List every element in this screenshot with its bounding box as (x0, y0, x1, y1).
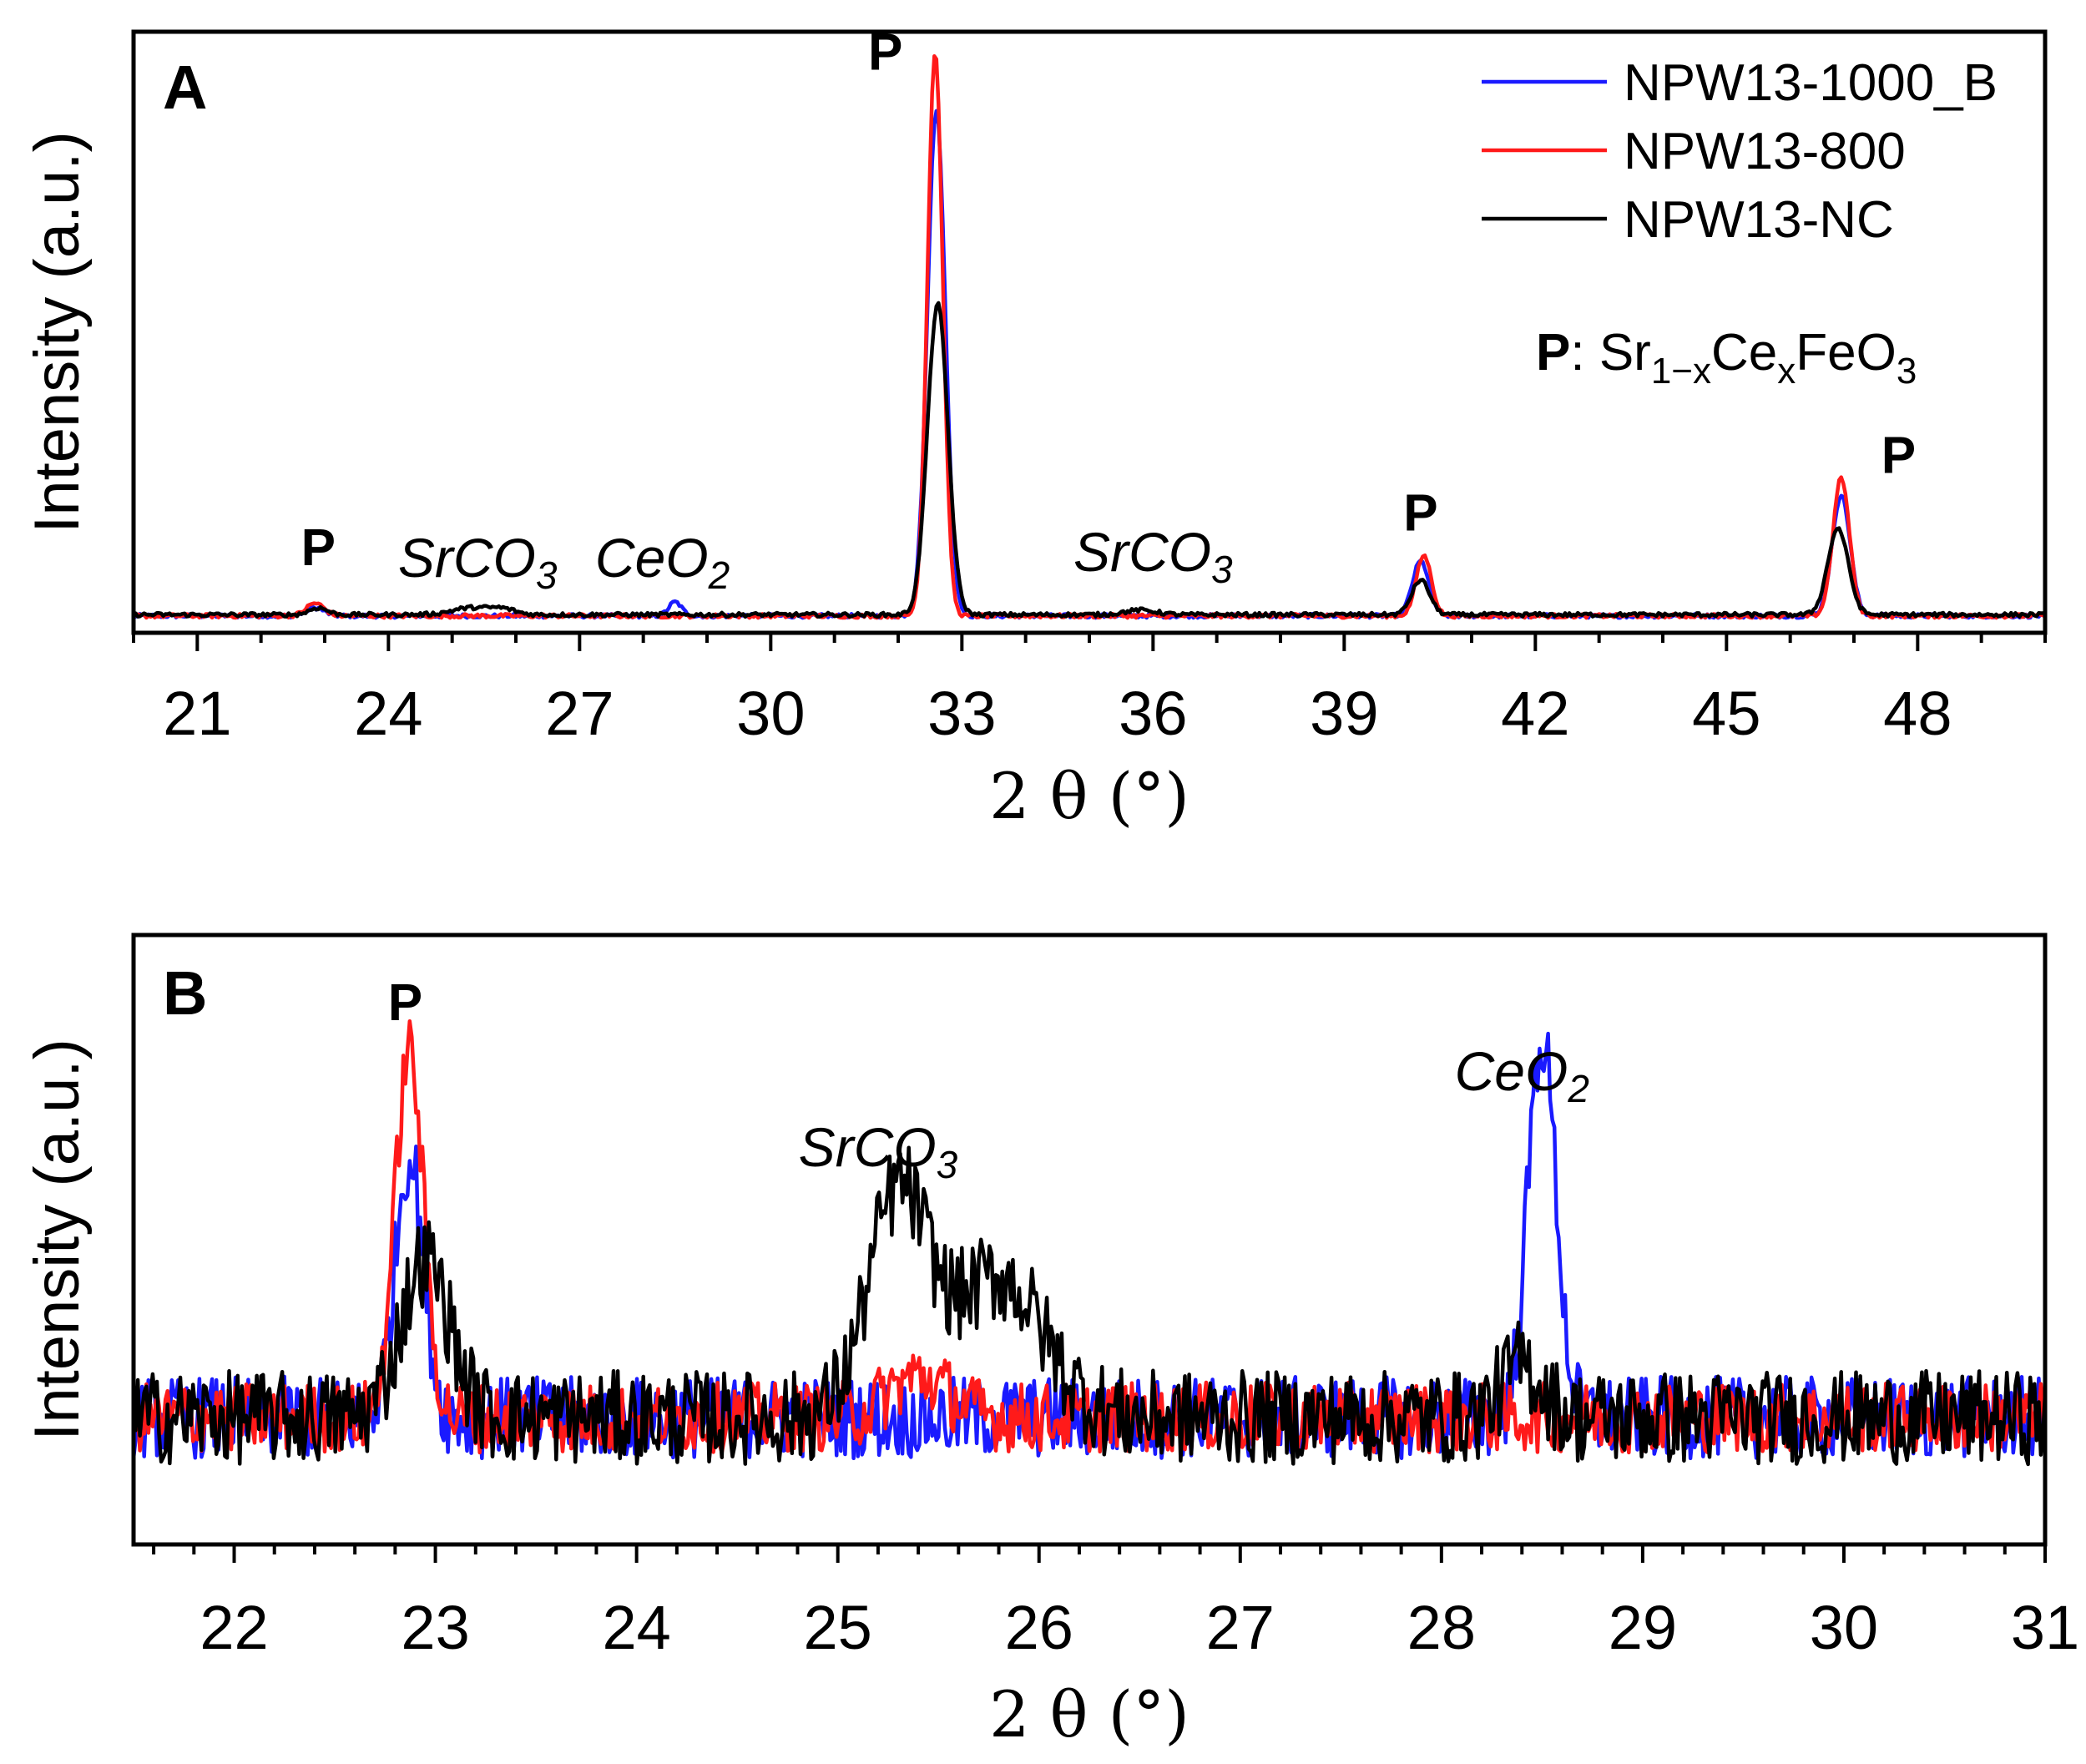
y-axis-title: Intensity (a.u.) (22, 1039, 93, 1441)
x-axis-title: 2 θ (°) (989, 1677, 1189, 1751)
panel-b: 22 23 24 25 26 27 28 29 30 31 2 θ (°) Intensity (a.… (22, 933, 2079, 1751)
panel-a: 21 24 27 30 33 36 39 42 45 48 2 θ (°) Intensity (a.… (22, 24, 2048, 833)
x-tick-label: 23 (401, 1593, 469, 1662)
series-line-npw13-nc (134, 301, 2045, 619)
x-tick-label: 25 (804, 1593, 872, 1662)
phase-label: SrCO3 (398, 527, 558, 597)
legend-label: NPW13-800 (1624, 123, 1906, 180)
x-tick-label: 48 (1883, 679, 1952, 748)
phase-key: P: Sr1−xCexFeO3 (1536, 324, 1917, 392)
x-tick-label: 29 (1609, 1593, 1677, 1662)
x-tick-label: 45 (1692, 679, 1760, 748)
phase-label: SrCO3 (799, 1116, 958, 1186)
legend-label: NPW13-1000_B (1624, 54, 1998, 112)
phase-label: SrCO3 (1073, 521, 1233, 591)
x-axis-title: 2 θ (°) (989, 759, 1189, 833)
x-tick-label: 42 (1501, 679, 1569, 748)
peak-label-p: P (388, 974, 422, 1032)
peak-label-p: P (301, 519, 336, 577)
series-line-npw13-800 (134, 1018, 2045, 1455)
plot-frame (131, 933, 2048, 1547)
peak-label-p: P (1403, 485, 1437, 543)
x-tick-label: 26 (1005, 1593, 1073, 1662)
x-tick-label: 27 (545, 679, 614, 748)
x-tick-label: 21 (163, 679, 231, 748)
x-tick-label: 31 (2011, 1593, 2079, 1662)
phase-label: CeO2 (595, 527, 730, 597)
x-tick-label: 39 (1310, 679, 1378, 748)
peak-label-p: P (868, 24, 902, 82)
x-tick-label: 24 (354, 679, 422, 748)
x-tick-label: 33 (927, 679, 996, 748)
x-tick-label: 36 (1119, 679, 1187, 748)
panel-letter: B (163, 958, 207, 1028)
x-tick-label: 28 (1407, 1593, 1476, 1662)
x-tick-label: 27 (1206, 1593, 1275, 1662)
y-axis-title: Intensity (a.u.) (22, 131, 93, 533)
x-tick-label: 30 (736, 679, 805, 748)
peak-label-p: P (1881, 427, 1916, 485)
legend: NPW13-1000_B NPW13-800 NPW13-NC P: Sr1−xCex… (1482, 54, 1998, 392)
phase-label: CeO2 (1455, 1040, 1589, 1110)
panel-letter: A (163, 53, 207, 122)
series-line-npw13-nc (134, 1145, 2045, 1467)
x-tick-label: 24 (602, 1593, 670, 1662)
x-tick-label: 22 (200, 1593, 268, 1662)
legend-label: NPW13-NC (1624, 191, 1894, 249)
x-tick-label: 30 (1810, 1593, 1878, 1662)
